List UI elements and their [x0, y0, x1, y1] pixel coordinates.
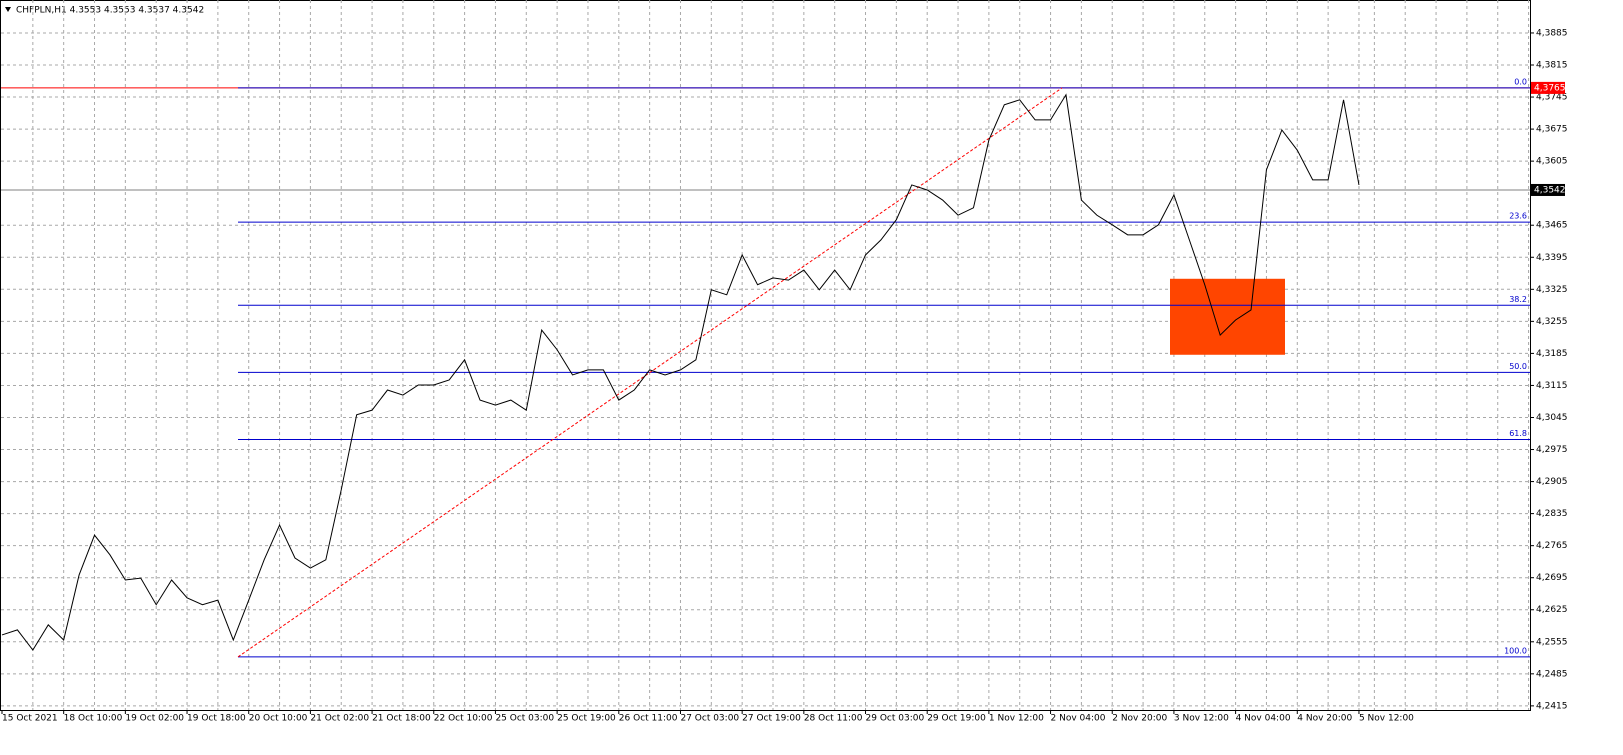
x-tick-label: 15 Oct 2021: [2, 714, 58, 724]
y-tick-label: 4,2555: [1536, 637, 1568, 647]
x-tick-label: 5 Nov 12:00: [1359, 714, 1414, 724]
x-tick-label: 2 Nov 04:00: [1051, 714, 1106, 724]
x-tick-label: 18 Oct 10:00: [64, 714, 123, 724]
x-tick-label: 1 Nov 12:00: [989, 714, 1044, 724]
y-tick-label: 4,3465: [1536, 221, 1568, 231]
y-tick-label: 4,3255: [1536, 317, 1568, 327]
price-box: [1531, 81, 1565, 94]
price-line-series: [1, 93, 1360, 651]
y-tick-label: 4,3885: [1536, 28, 1568, 38]
x-tick-label: 26 Oct 11:00: [619, 714, 678, 724]
x-tick-label: 22 Oct 10:00: [434, 714, 493, 724]
y-tick-label: 4,2485: [1536, 669, 1568, 679]
chart-title: CHFPLN,H1 4.3553 4.3553 4.3537 4.3542: [16, 6, 204, 16]
y-tick-label: 4,3395: [1536, 253, 1568, 263]
fib-label: 100.0: [1504, 646, 1527, 655]
x-tick-label: 28 Oct 11:00: [804, 714, 863, 724]
y-tick-label: 4,2905: [1536, 477, 1568, 487]
x-tick-label: 19 Oct 02:00: [125, 714, 184, 724]
x-tick-label: 25 Oct 03:00: [495, 714, 554, 724]
y-tick-label: 4,2975: [1536, 445, 1568, 455]
y-tick-label: 4,3815: [1536, 61, 1568, 71]
price-box-label: 4,3765: [1534, 83, 1566, 93]
y-tick-label: 4,2835: [1536, 509, 1568, 519]
x-tick-label: 25 Oct 19:00: [557, 714, 616, 724]
x-tick-label: 21 Oct 02:00: [310, 714, 369, 724]
fib-label: 61.8: [1509, 429, 1527, 438]
y-tick-label: 4,2695: [1536, 573, 1568, 583]
y-tick-label: 4,3115: [1536, 381, 1568, 391]
x-tick-label: 21 Oct 18:00: [372, 714, 431, 724]
x-tick-label: 2 Nov 20:00: [1112, 714, 1167, 724]
x-tick-label: 29 Oct 19:00: [927, 714, 986, 724]
plot-frame: [0, 0, 1531, 711]
y-tick-label: 4,3045: [1536, 413, 1568, 423]
x-tick-label: 3 Nov 12:00: [1174, 714, 1229, 724]
x-tick-label: 27 Oct 19:00: [742, 714, 801, 724]
x-tick-label: 4 Nov 20:00: [1297, 714, 1352, 724]
rectangle: [1170, 278, 1285, 355]
fib-label: 0.0: [1514, 77, 1527, 86]
x-tick-label: 27 Oct 03:00: [680, 714, 739, 724]
y-tick-label: 4,3605: [1536, 157, 1568, 167]
price-box: [1531, 183, 1565, 196]
menu-arrow[interactable]: [5, 7, 11, 12]
x-tick-label: 20 Oct 10:00: [249, 714, 308, 724]
y-tick-label: 4,2765: [1536, 541, 1568, 551]
fib-trendline: [237, 87, 1063, 658]
x-tick-label: 4 Nov 04:00: [1236, 714, 1291, 724]
y-tick-label: 4,2625: [1536, 605, 1568, 615]
fib-label: 50.0: [1509, 362, 1527, 371]
y-tick-label: 4,3185: [1536, 349, 1568, 359]
x-tick-label: 19 Oct 18:00: [187, 714, 246, 724]
price-box-label: 4,3542: [1534, 185, 1566, 195]
fib-label: 23.6: [1509, 212, 1527, 221]
y-tick-label: 4,3745: [1536, 93, 1568, 103]
y-tick-label: 4,3325: [1536, 285, 1568, 295]
y-tick-label: 4,3675: [1536, 125, 1568, 135]
fib-label: 38.2: [1509, 295, 1527, 304]
x-tick-label: 29 Oct 03:00: [866, 714, 925, 724]
y-tick-label: 4,2415: [1536, 701, 1568, 711]
